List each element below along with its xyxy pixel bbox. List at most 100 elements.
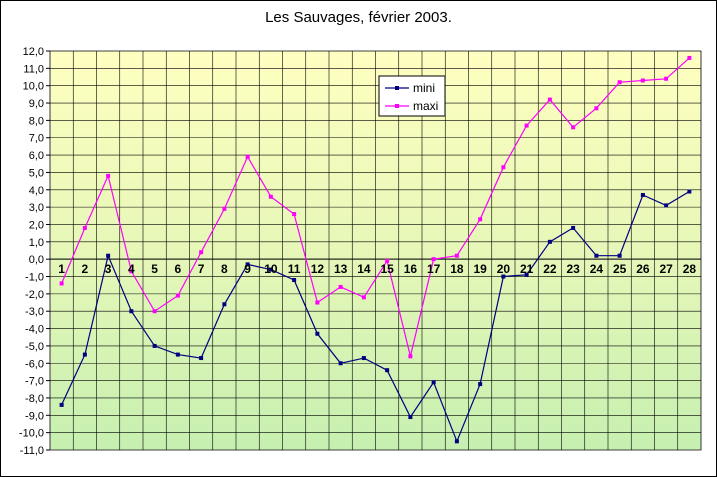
data-point-maxi <box>82 225 87 230</box>
x-tick-label: 18 <box>450 262 464 276</box>
legend: mini maxi <box>378 75 446 117</box>
data-point-mini <box>175 352 180 357</box>
y-tick-label: 2,0 <box>29 219 44 231</box>
y-tick-label: -6,0 <box>25 358 44 370</box>
x-tick-label: 16 <box>404 262 418 276</box>
data-point-maxi <box>222 206 227 211</box>
x-tick-label: 7 <box>198 262 205 276</box>
series-maxi <box>59 55 692 359</box>
data-point-maxi <box>199 250 204 255</box>
y-tick-label: -7,0 <box>25 376 44 388</box>
data-point-mini <box>617 253 622 258</box>
data-point-mini <box>338 361 343 366</box>
data-point-maxi <box>478 217 483 222</box>
data-point-maxi <box>106 173 111 178</box>
x-tick-label: 19 <box>473 262 487 276</box>
y-tick-label: 9,0 <box>29 98 44 110</box>
x-tick-label: 24 <box>590 262 604 276</box>
data-point-mini <box>385 368 390 373</box>
data-point-mini <box>687 189 692 194</box>
series-layer <box>59 55 692 444</box>
data-point-mini <box>245 262 250 267</box>
data-point-mini <box>571 225 576 230</box>
data-point-maxi <box>571 125 576 130</box>
series-mini <box>59 189 692 444</box>
data-point-maxi <box>129 269 134 274</box>
data-point-maxi <box>268 194 273 199</box>
data-point-mini <box>524 272 529 277</box>
data-point-mini <box>431 380 436 385</box>
legend-label-mini: mini <box>413 81 435 95</box>
y-tick-label: -4,0 <box>25 324 44 336</box>
data-point-maxi <box>338 284 343 289</box>
data-point-maxi <box>361 295 366 300</box>
data-point-mini <box>408 415 413 420</box>
data-point-maxi <box>152 309 157 314</box>
data-point-maxi <box>59 281 64 286</box>
y-tick-label: 3,0 <box>29 202 44 214</box>
data-point-maxi <box>292 212 297 217</box>
x-tick-label: 3 <box>105 262 112 276</box>
x-tick-label: 21 <box>520 262 534 276</box>
y-tick-label: 0,0 <box>29 254 44 266</box>
y-tick-label: -5,0 <box>25 341 44 353</box>
data-point-maxi <box>501 165 506 170</box>
x-tick-label: 20 <box>497 262 511 276</box>
legend-box <box>378 75 446 117</box>
legend-label-maxi: maxi <box>413 99 438 113</box>
data-point-mini <box>315 331 320 336</box>
data-point-maxi <box>385 258 390 263</box>
y-tick-label: 6,0 <box>29 150 44 162</box>
y-tick-label: 5,0 <box>29 167 44 179</box>
x-axis: 1 2 3 4 5 6 7 8 9 10 11 12 13 14 15 16 17 18 19 20 21 22 23 24 2… <box>58 262 696 276</box>
x-tick-label: 11 <box>288 262 301 276</box>
data-point-maxi <box>547 97 552 102</box>
y-tick-label: -8,0 <box>25 393 44 405</box>
data-point-mini <box>361 356 366 361</box>
data-point-maxi <box>408 354 413 359</box>
x-tick-label: 8 <box>221 262 228 276</box>
y-tick-label: 8,0 <box>29 115 44 127</box>
x-tick-label: 27 <box>659 262 673 276</box>
y-tick-label: 10,0 <box>23 81 44 93</box>
data-point-maxi <box>175 293 180 298</box>
data-point-maxi <box>594 106 599 111</box>
x-tick-label: 2 <box>82 262 89 276</box>
x-tick-label: 5 <box>151 262 158 276</box>
data-point-maxi <box>245 154 250 159</box>
series-line-maxi <box>61 57 690 357</box>
x-tick-label: 12 <box>311 262 325 276</box>
grid-lines <box>49 50 702 451</box>
data-point-maxi <box>664 76 669 81</box>
y-tick-label: -3,0 <box>25 306 44 318</box>
data-point-mini <box>268 267 273 272</box>
data-point-maxi <box>524 123 529 128</box>
x-tick-label: 13 <box>334 262 348 276</box>
y-tick-label: 7,0 <box>29 133 44 145</box>
y-tick-label: -2,0 <box>25 289 44 301</box>
x-tick-label: 28 <box>683 262 697 276</box>
data-point-mini <box>59 402 64 407</box>
data-point-mini <box>292 277 297 282</box>
legend-marker-mini <box>395 86 399 90</box>
series-line-mini <box>61 190 690 443</box>
data-point-mini <box>501 274 506 279</box>
y-tick-label: 1,0 <box>29 237 44 249</box>
x-tick-label: 1 <box>58 262 65 276</box>
chart-title: Les Sauvages, février 2003. <box>265 9 452 26</box>
x-tick-label: 15 <box>380 262 394 276</box>
data-point-mini <box>454 439 459 444</box>
y-axis: -11,0 -10,0 -9,0 -8,0 -7,0 -6,0 -5,0 -4,0 -3,0 -2… <box>19 46 50 457</box>
data-point-maxi <box>640 78 645 83</box>
y-tick-label: 12,0 <box>23 46 44 58</box>
data-point-mini <box>640 192 645 197</box>
data-point-mini <box>478 382 483 387</box>
y-tick-label: -10,0 <box>19 428 44 440</box>
y-tick-label: 4,0 <box>29 185 44 197</box>
x-tick-label: 10 <box>264 262 278 276</box>
data-point-mini <box>106 253 111 258</box>
x-tick-label: 4 <box>128 262 135 276</box>
data-point-maxi <box>315 300 320 305</box>
x-tick-label: 6 <box>175 262 182 276</box>
